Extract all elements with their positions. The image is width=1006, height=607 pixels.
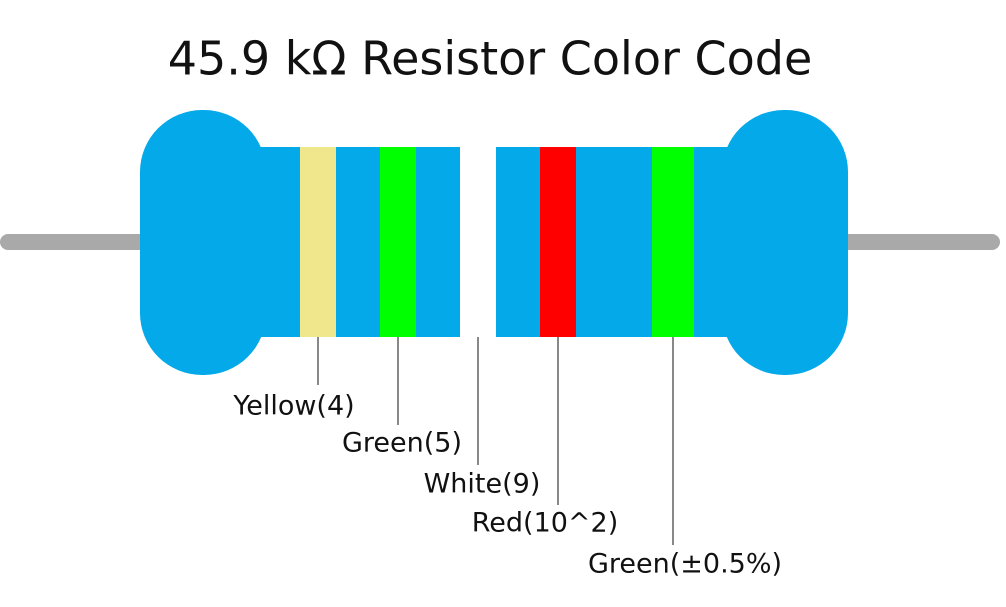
color-band xyxy=(300,147,336,337)
band-label: Red(10^2) xyxy=(472,508,619,539)
band-label: White(9) xyxy=(424,469,541,500)
bands: Yellow(4) Green(5) White(9) Red(10^2) Green(… xyxy=(232,147,782,580)
band-label: Green(5) xyxy=(342,428,462,459)
color-band xyxy=(652,147,694,337)
left-cap xyxy=(140,110,266,375)
color-band xyxy=(540,147,576,337)
right-cap xyxy=(722,110,848,375)
title: 45.9 kΩ Resistor Color Code xyxy=(168,32,813,86)
band-label: Green(±0.5%) xyxy=(588,549,782,580)
color-band xyxy=(460,147,496,337)
color-band xyxy=(380,147,416,337)
band-label: Yellow(4) xyxy=(232,391,354,422)
